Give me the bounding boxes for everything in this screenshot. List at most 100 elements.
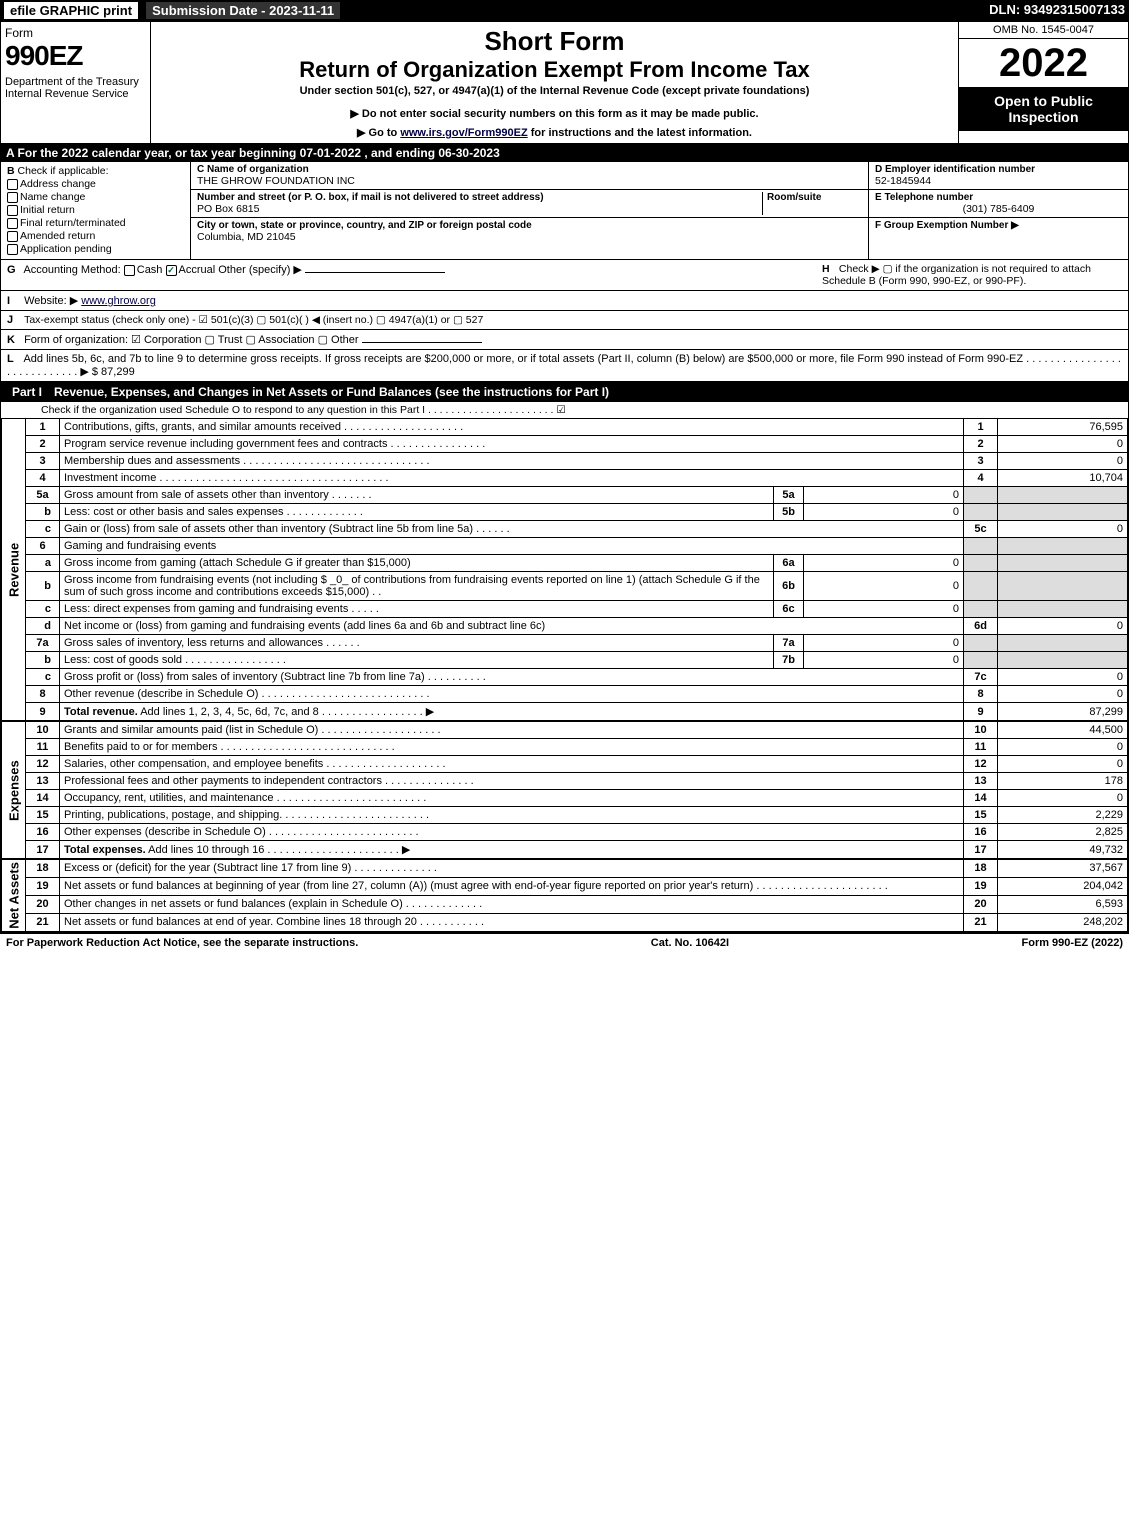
submission-date: Submission Date - 2023-11-11 bbox=[146, 2, 340, 19]
line-number: 5a bbox=[26, 487, 60, 504]
line-number: 9 bbox=[26, 703, 60, 721]
col-b-checkboxes: B Check if applicable: Address change Na… bbox=[1, 162, 191, 259]
line-desc: Net assets or fund balances at end of ye… bbox=[60, 913, 964, 931]
city-label: City or town, state or province, country… bbox=[197, 220, 862, 231]
website-link[interactable]: www.ghrow.org bbox=[81, 295, 156, 307]
org-name: THE GHROW FOUNDATION INC bbox=[197, 175, 862, 187]
line-amount bbox=[998, 652, 1128, 669]
line-number: c bbox=[26, 521, 60, 538]
line-number: c bbox=[26, 669, 60, 686]
line-number: 15 bbox=[26, 807, 60, 824]
line-amount: 49,732 bbox=[998, 841, 1128, 859]
table-row: 6Gaming and fundraising events bbox=[2, 538, 1128, 555]
line-desc: Total revenue. Add lines 1, 2, 3, 4, 5c,… bbox=[60, 703, 964, 721]
line-amount: 178 bbox=[998, 773, 1128, 790]
goto-note: ▶ Go to www.irs.gov/Form990EZ for instru… bbox=[159, 126, 950, 139]
chk-name-change[interactable]: Name change bbox=[7, 191, 184, 203]
line-box: 18 bbox=[964, 860, 998, 878]
mid-amount: 0 bbox=[804, 635, 964, 652]
line-number: 8 bbox=[26, 686, 60, 703]
table-row: Expenses10Grants and similar amounts pai… bbox=[2, 722, 1128, 739]
line-box: 4 bbox=[964, 470, 998, 487]
footer-mid: Cat. No. 10642I bbox=[651, 937, 729, 949]
mid-amount: 0 bbox=[804, 572, 964, 601]
line-number: 11 bbox=[26, 739, 60, 756]
section-label: Revenue bbox=[2, 419, 26, 721]
chk-cash[interactable] bbox=[124, 265, 135, 276]
line-number: 21 bbox=[26, 913, 60, 931]
line-box: 17 bbox=[964, 841, 998, 859]
line-desc: Investment income . . . . . . . . . . . … bbox=[60, 470, 964, 487]
mid-line-num: 7b bbox=[774, 652, 804, 669]
table-row: 4Investment income . . . . . . . . . . .… bbox=[2, 470, 1128, 487]
mid-line-num: 5b bbox=[774, 504, 804, 521]
form-word: Form bbox=[5, 26, 146, 40]
chk-address-change[interactable]: Address change bbox=[7, 178, 184, 190]
table-row: Net Assets18Excess or (deficit) for the … bbox=[2, 860, 1128, 878]
chk-application-pending[interactable]: Application pending bbox=[7, 243, 184, 255]
line-box bbox=[964, 504, 998, 521]
efile-label[interactable]: efile GRAPHIC print bbox=[4, 2, 138, 19]
line-amount: 0 bbox=[998, 521, 1128, 538]
table-row: 20Other changes in net assets or fund ba… bbox=[2, 895, 1128, 913]
line-box: 1 bbox=[964, 419, 998, 436]
section-label: Expenses bbox=[2, 722, 26, 859]
line-number: b bbox=[26, 504, 60, 521]
irs-link[interactable]: www.irs.gov/Form990EZ bbox=[400, 127, 527, 139]
table-row: 5aGross amount from sale of assets other… bbox=[2, 487, 1128, 504]
line-box: 20 bbox=[964, 895, 998, 913]
chk-amended-return[interactable]: Amended return bbox=[7, 230, 184, 242]
line-desc: Net assets or fund balances at beginning… bbox=[60, 877, 964, 895]
org-name-label: C Name of organization bbox=[197, 164, 862, 175]
line-desc: Membership dues and assessments . . . . … bbox=[60, 453, 964, 470]
part-1-title: Revenue, Expenses, and Changes in Net As… bbox=[54, 385, 609, 399]
line-desc: Less: direct expenses from gaming and fu… bbox=[60, 601, 774, 618]
table-row: bLess: cost or other basis and sales exp… bbox=[2, 504, 1128, 521]
line-number: d bbox=[26, 618, 60, 635]
chk-final-return[interactable]: Final return/terminated bbox=[7, 217, 184, 229]
line-number: 19 bbox=[26, 877, 60, 895]
line-desc: Contributions, gifts, grants, and simila… bbox=[60, 419, 964, 436]
line-j: J Tax-exempt status (check only one) - ☑… bbox=[1, 310, 1128, 329]
table-row: 21Net assets or fund balances at end of … bbox=[2, 913, 1128, 931]
line-desc: Other changes in net assets or fund bala… bbox=[60, 895, 964, 913]
line-box: 21 bbox=[964, 913, 998, 931]
line-amount: 87,299 bbox=[998, 703, 1128, 721]
line-box: 8 bbox=[964, 686, 998, 703]
line-amount bbox=[998, 572, 1128, 601]
mid-amount: 0 bbox=[804, 555, 964, 572]
ssn-note: ▶ Do not enter social security numbers o… bbox=[159, 107, 950, 120]
line-desc: Gaming and fundraising events bbox=[60, 538, 964, 555]
line-number: c bbox=[26, 601, 60, 618]
line-amount bbox=[998, 635, 1128, 652]
line-desc: Gross sales of inventory, less returns a… bbox=[60, 635, 774, 652]
line-desc: Less: cost of goods sold . . . . . . . .… bbox=[60, 652, 774, 669]
chk-initial-return[interactable]: Initial return bbox=[7, 204, 184, 216]
expenses-table: Expenses10Grants and similar amounts pai… bbox=[1, 721, 1128, 859]
table-row: 16Other expenses (describe in Schedule O… bbox=[2, 824, 1128, 841]
header-right: OMB No. 1545-0047 2022 Open to Public In… bbox=[958, 22, 1128, 143]
department: Department of the Treasury Internal Reve… bbox=[5, 76, 146, 100]
line-amount: 0 bbox=[998, 669, 1128, 686]
line-desc: Other expenses (describe in Schedule O) … bbox=[60, 824, 964, 841]
chk-accrual[interactable] bbox=[166, 265, 177, 276]
street-label: Number and street (or P. O. box, if mail… bbox=[197, 192, 762, 203]
line-desc: Gross income from fundraising events (no… bbox=[60, 572, 774, 601]
line-box: 3 bbox=[964, 453, 998, 470]
tax-year: 2022 bbox=[959, 39, 1128, 87]
line-box bbox=[964, 652, 998, 669]
line-number: 1 bbox=[26, 419, 60, 436]
table-row: cGain or (loss) from sale of assets othe… bbox=[2, 521, 1128, 538]
open-to-public: Open to Public Inspection bbox=[959, 87, 1128, 131]
mid-line-num: 6c bbox=[774, 601, 804, 618]
line-box: 10 bbox=[964, 722, 998, 739]
line-box bbox=[964, 555, 998, 572]
part-1-sub: Check if the organization used Schedule … bbox=[1, 402, 1128, 418]
line-desc: Occupancy, rent, utilities, and maintena… bbox=[60, 790, 964, 807]
line-number: 20 bbox=[26, 895, 60, 913]
form-subtitle: Under section 501(c), 527, or 4947(a)(1)… bbox=[159, 85, 950, 97]
col-b-letter: B bbox=[7, 165, 15, 177]
part-1-header: Part I Revenue, Expenses, and Changes in… bbox=[0, 382, 1129, 402]
line-number: 17 bbox=[26, 841, 60, 859]
line-amount: 0 bbox=[998, 756, 1128, 773]
